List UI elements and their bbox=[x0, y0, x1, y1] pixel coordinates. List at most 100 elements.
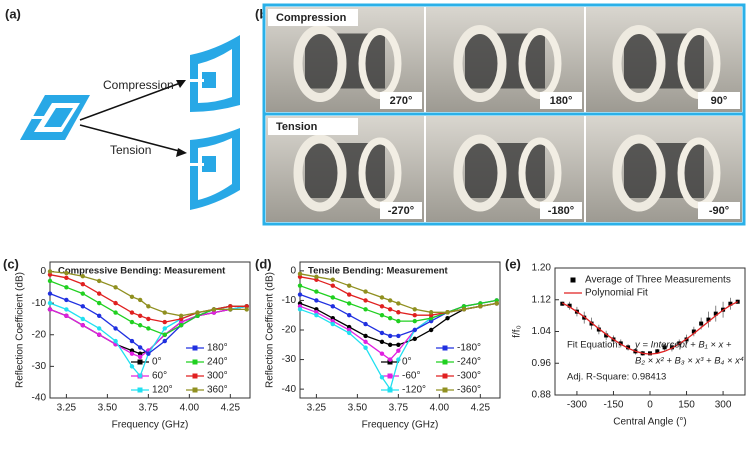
data-point bbox=[662, 345, 667, 350]
data-point bbox=[379, 313, 385, 318]
data-point bbox=[129, 348, 135, 353]
y-axis-label: Reflection Coefficient (dB) bbox=[15, 272, 26, 388]
series-line bbox=[49, 274, 247, 323]
data-point bbox=[363, 321, 368, 327]
legend-swatch bbox=[442, 359, 448, 365]
photo-ring bbox=[612, 134, 666, 212]
data-point bbox=[137, 354, 143, 360]
data-point bbox=[47, 269, 53, 274]
legend-swatch bbox=[192, 387, 198, 393]
arrow-label: Tension bbox=[110, 143, 151, 157]
data-point bbox=[478, 304, 483, 309]
data-point bbox=[396, 357, 401, 362]
x-tick-label: 4.25 bbox=[221, 403, 241, 414]
y-tick-label: 1.04 bbox=[532, 326, 552, 337]
arrow-head bbox=[176, 148, 187, 157]
data-point bbox=[162, 319, 167, 325]
data-point bbox=[445, 310, 450, 315]
data-point bbox=[244, 304, 249, 309]
x-tick-label: 300 bbox=[715, 400, 732, 411]
x-axis-label: Frequency (GHz) bbox=[362, 420, 439, 431]
data-point bbox=[129, 319, 135, 325]
data-point bbox=[604, 333, 609, 338]
legend-swatch bbox=[387, 373, 393, 379]
data-point bbox=[64, 313, 69, 318]
legend-label: -120° bbox=[402, 385, 426, 396]
data-point bbox=[379, 351, 385, 356]
angle-box bbox=[698, 92, 740, 109]
series-line bbox=[49, 305, 247, 358]
x-tick-label: 4.25 bbox=[471, 403, 491, 414]
data-point bbox=[706, 317, 711, 322]
legend-label: Polynomial Fit bbox=[585, 288, 648, 299]
data-point bbox=[129, 310, 135, 315]
data-point bbox=[129, 364, 135, 369]
data-point bbox=[412, 313, 417, 318]
y-tick-label: -40 bbox=[32, 393, 47, 404]
data-point bbox=[346, 313, 352, 318]
chart-title: Tensile Bending: Measurement bbox=[308, 266, 449, 277]
legend-label: -360° bbox=[457, 385, 481, 396]
legend-swatch bbox=[570, 277, 576, 283]
series-line bbox=[299, 273, 497, 313]
legend-label: -60° bbox=[402, 371, 420, 382]
photo-ring bbox=[293, 25, 347, 102]
data-point bbox=[560, 301, 565, 306]
y-tick-label: 0.88 bbox=[532, 390, 552, 401]
data-point bbox=[626, 345, 631, 350]
data-point bbox=[363, 289, 368, 294]
data-point bbox=[387, 342, 393, 347]
annotation: Fit Equation: bbox=[567, 340, 620, 351]
data-point bbox=[162, 338, 167, 344]
annotation: B₂ × x² + B₃ × x³ + B₄ × x⁴ bbox=[635, 356, 744, 367]
x-tick-label: 3.25 bbox=[57, 403, 77, 414]
y-tick-label: 0 bbox=[290, 266, 296, 277]
data-point bbox=[363, 333, 368, 339]
row-label-box bbox=[268, 9, 358, 26]
data-point bbox=[146, 351, 151, 356]
data-point bbox=[314, 313, 319, 318]
legend-label: 300° bbox=[207, 371, 228, 382]
data-point bbox=[363, 345, 368, 350]
data-point bbox=[80, 316, 85, 322]
y-axis-label: Reflection Coefficient (dB) bbox=[265, 272, 276, 388]
row-label: Tension bbox=[276, 121, 318, 133]
arrow bbox=[79, 124, 184, 153]
chart: 3.25 3.50 3.75 4.00 4.25 0 -10 -20 -30 -40 Frequen… bbox=[265, 261, 501, 431]
data-point bbox=[228, 307, 233, 312]
data-point bbox=[129, 294, 135, 299]
data-point bbox=[379, 295, 385, 300]
data-point bbox=[330, 283, 335, 288]
legend-swatch bbox=[387, 359, 393, 365]
bent-antenna bbox=[190, 35, 240, 210]
x-tick-label: 3.25 bbox=[307, 403, 327, 414]
x-tick-label: -150 bbox=[603, 400, 623, 411]
y-tick-label: -20 bbox=[282, 325, 297, 336]
data-point bbox=[195, 313, 200, 318]
data-point bbox=[113, 310, 118, 315]
data-point bbox=[178, 313, 184, 318]
data-point bbox=[137, 313, 143, 318]
photo-ring bbox=[453, 134, 507, 212]
data-point bbox=[387, 333, 393, 339]
flat-antenna bbox=[20, 95, 90, 140]
legend-label: 120° bbox=[152, 385, 173, 396]
data-point bbox=[211, 310, 217, 315]
data-point bbox=[669, 345, 674, 350]
data-point bbox=[699, 321, 704, 326]
data-point bbox=[64, 275, 69, 281]
data-point bbox=[162, 326, 167, 331]
data-point bbox=[428, 310, 434, 315]
angle-box bbox=[380, 202, 422, 219]
data-point bbox=[461, 307, 467, 312]
y-tick-label: -10 bbox=[32, 298, 47, 309]
data-point bbox=[137, 297, 143, 303]
data-point bbox=[297, 271, 303, 277]
data-point bbox=[47, 300, 53, 306]
legend-swatch bbox=[442, 387, 448, 393]
annotation: Adj. R-Square: 0.98413 bbox=[567, 372, 666, 383]
data-point bbox=[363, 298, 368, 303]
data-point bbox=[137, 345, 143, 350]
y-tick-label: -10 bbox=[282, 295, 297, 306]
data-point bbox=[494, 301, 499, 306]
